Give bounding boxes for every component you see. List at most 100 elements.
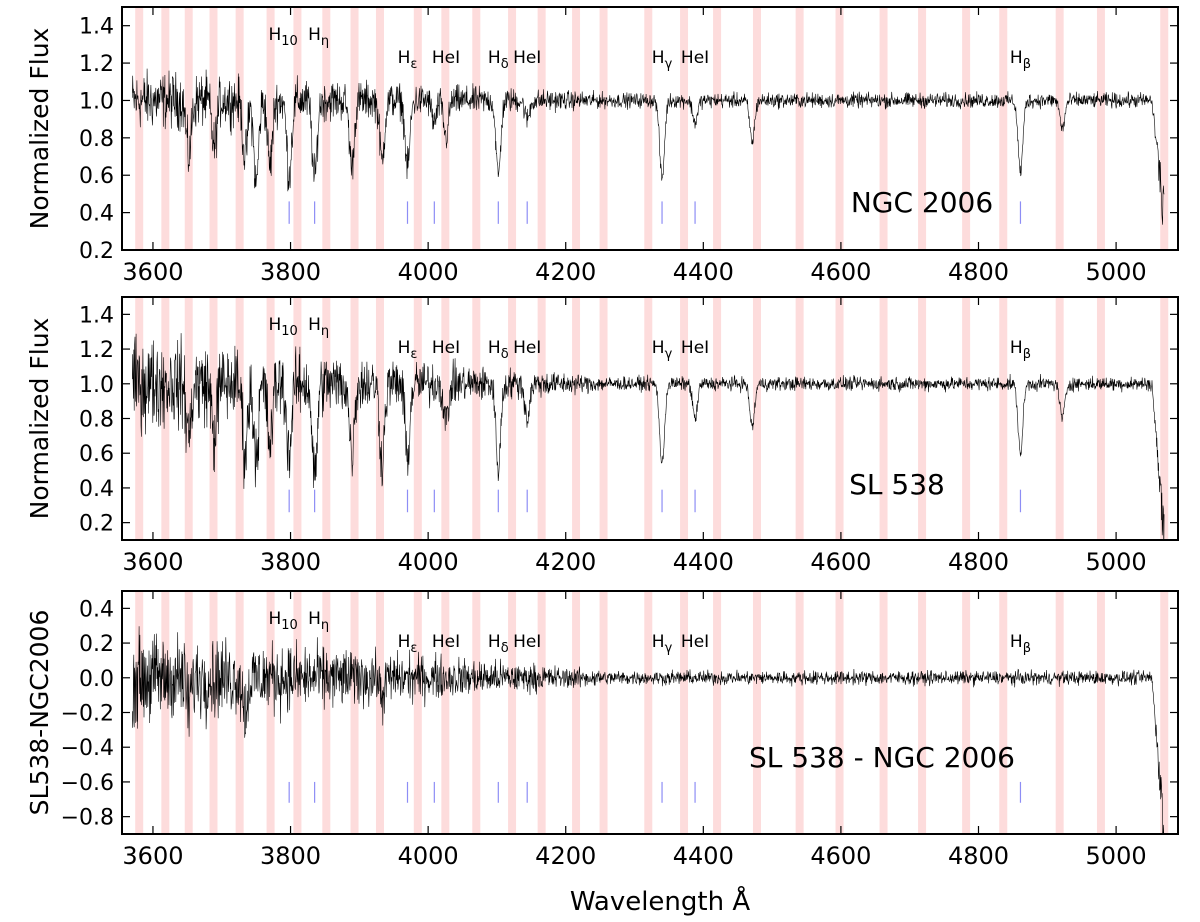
masked-band [135, 297, 144, 540]
spectral-line-label: Hβ [1010, 48, 1031, 72]
spectral-line-label: Hη [308, 25, 329, 49]
masked-band [375, 7, 384, 250]
masked-band [266, 297, 275, 540]
masked-band [293, 7, 302, 250]
plot-area [132, 591, 1169, 834]
masked-band [184, 7, 193, 250]
masked-band [918, 297, 927, 540]
y-tick-label: 0.0 [79, 667, 114, 692]
masked-band [835, 297, 844, 540]
spectral-line-label: HeI [681, 338, 709, 358]
y-tick-label: 1.4 [79, 15, 114, 40]
masked-band [472, 591, 481, 834]
x-tick-label: 3800 [260, 258, 321, 286]
masked-band [962, 591, 971, 834]
masked-band [184, 297, 193, 540]
masked-band [999, 591, 1008, 834]
masked-band [795, 591, 804, 834]
x-tick-label: 3600 [122, 548, 183, 576]
masked-band [161, 591, 170, 834]
y-tick-label: 0.6 [79, 164, 114, 189]
x-tick-label: 4000 [398, 842, 459, 870]
spectral-line-label: Hδ [488, 48, 509, 72]
masked-band [441, 591, 450, 834]
masked-band [680, 591, 689, 834]
x-tick-label: 4800 [948, 548, 1009, 576]
x-tick-label: 4400 [673, 548, 734, 576]
masked-band [537, 297, 546, 540]
x-tick-label: 3600 [122, 842, 183, 870]
masked-band [350, 591, 359, 834]
masked-band [752, 7, 761, 250]
y-tick-label: 0.8 [79, 408, 114, 433]
masked-band [1096, 7, 1105, 250]
x-tick-label: 4600 [810, 842, 871, 870]
y-tick-label: −0.8 [61, 806, 114, 831]
y-tick-label: 0.2 [79, 632, 114, 657]
y-tick-label: 1.4 [79, 303, 114, 328]
spectral-line-label: Hη [308, 315, 329, 339]
spectral-line-label: Hε [398, 48, 418, 72]
masked-band [599, 7, 608, 250]
y-tick-label: 1.2 [79, 52, 114, 77]
masked-band [135, 7, 144, 250]
masked-band [209, 7, 218, 250]
masked-band [322, 7, 331, 250]
masked-band [209, 297, 218, 540]
y-tick-label: −0.4 [61, 736, 114, 761]
x-tick-label: 5000 [1086, 842, 1147, 870]
masked-band [472, 297, 481, 540]
masked-band [795, 7, 804, 250]
spectral-line-label: HeI [432, 338, 460, 358]
y-axis-label: Normalized Flux [25, 28, 54, 230]
masked-band [322, 591, 331, 834]
masked-band [999, 297, 1008, 540]
masked-band [879, 7, 888, 250]
masked-band [713, 7, 722, 250]
masked-band [161, 297, 170, 540]
spectral-line-label: HeI [513, 632, 541, 652]
spectral-line-label: Hε [398, 338, 418, 362]
y-tick-label: 0.4 [79, 597, 114, 622]
masked-band [537, 7, 546, 250]
masked-band [835, 7, 844, 250]
masked-band [962, 7, 971, 250]
spectral-line-label: HeI [681, 632, 709, 652]
masked-band [508, 297, 517, 540]
masked-band [918, 7, 927, 250]
masked-band [644, 297, 653, 540]
masked-band [508, 591, 517, 834]
masked-band [572, 591, 581, 834]
spectral-line-label: Hγ [652, 338, 673, 362]
masked-band [835, 591, 844, 834]
y-tick-label: −0.2 [61, 702, 114, 727]
masked-band [713, 591, 722, 834]
spectral-line-label: Hγ [652, 632, 673, 656]
masked-band [795, 297, 804, 540]
masked-band [375, 297, 384, 540]
masked-band [879, 591, 888, 834]
x-tick-label: 4200 [535, 258, 596, 286]
masked-band [413, 591, 422, 834]
spectrum-line [132, 333, 1165, 540]
y-axis-label: SL538-NGC2006 [25, 610, 54, 816]
y-tick-label: 0.2 [79, 512, 114, 537]
masked-band [472, 7, 481, 250]
x-tick-label: 4400 [673, 258, 734, 286]
x-axis-label: Wavelength Å [570, 885, 751, 917]
masked-band [235, 591, 244, 834]
masked-band [680, 7, 689, 250]
masked-band [644, 591, 653, 834]
spectral-line-label: H10 [268, 25, 297, 49]
x-tick-label: 4200 [535, 548, 596, 576]
panel-annotation: NGC 2006 [851, 186, 993, 219]
masked-band [441, 7, 450, 250]
masked-band [1055, 591, 1064, 834]
y-tick-label: −0.6 [61, 771, 114, 796]
masked-band [350, 297, 359, 540]
y-tick-label: 0.6 [79, 442, 114, 467]
spectral-line-label: H10 [268, 609, 297, 633]
x-tick-label: 3800 [260, 548, 321, 576]
